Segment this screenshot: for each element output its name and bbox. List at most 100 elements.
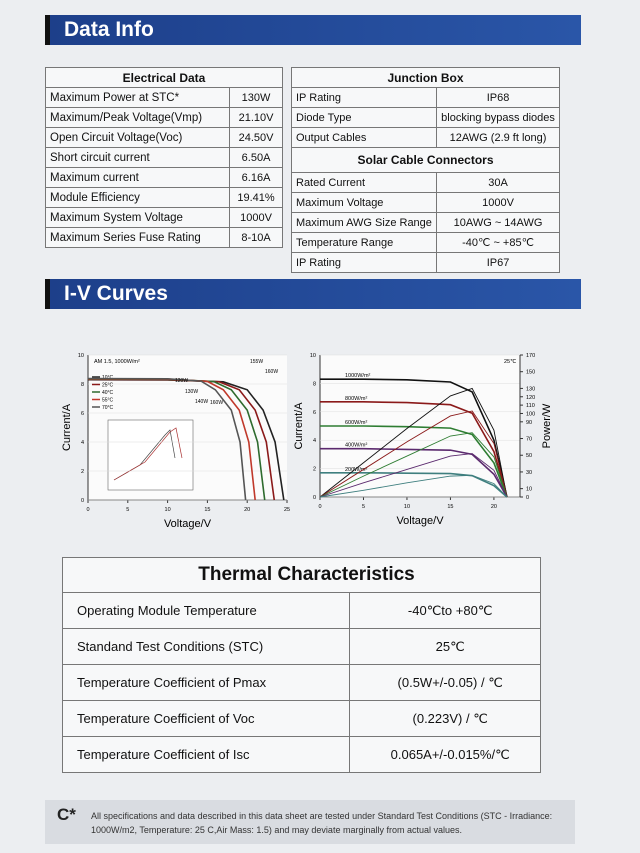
section-header: Data Info <box>45 15 581 45</box>
cell-value: 25℃ <box>349 628 541 665</box>
y2-tick-label: 130 <box>526 386 535 392</box>
footer-icon: C* <box>57 805 76 824</box>
table-header-row: Thermal Characteristics <box>62 557 541 593</box>
footer-note: C* All specifications and data described … <box>45 800 575 844</box>
cell-value: 30A <box>436 172 560 193</box>
chart-annotation: 25℃ <box>504 359 517 365</box>
data-line <box>319 432 508 498</box>
y2-axis-label: Power/W <box>541 403 553 448</box>
legend-label: 55°C <box>102 398 114 404</box>
data-line <box>319 387 508 498</box>
cell-value: 1000V <box>436 192 560 213</box>
cell-label: Open Circuit Voltage(Voc) <box>44 127 231 148</box>
table-title: Junction Box <box>291 67 560 88</box>
cell-value: 0.065A+/-0.015%/℃ <box>349 736 541 773</box>
y2-tick-label: 100 <box>526 411 535 417</box>
power-label: 120W <box>175 378 188 384</box>
legend-label: 40°C <box>102 390 114 396</box>
y2-tick-label: 30 <box>526 470 532 476</box>
table-row: Open Circuit Voltage(Voc) 24.50V <box>44 127 283 148</box>
cell-label: Temperature Coefficient of Isc <box>61 736 351 773</box>
cell-value: 1000V <box>229 207 283 228</box>
series-label: 800W/m² <box>345 396 367 402</box>
thermal-table: Thermal Characteristics Operating Module … <box>61 557 541 773</box>
cell-label: Maximum AWG Size Range <box>290 212 438 233</box>
data-line <box>319 410 508 498</box>
cell-label: Maximum System Voltage <box>44 207 231 228</box>
table-row: Temperature Coefficient of Pmax (0.5W+/-0… <box>61 664 541 701</box>
table-row: Temperature Coefficient of Isc 0.065A+/-0… <box>61 736 541 773</box>
x-tick-label: 15 <box>447 504 453 510</box>
table-row: Rated Current 30A <box>290 172 560 193</box>
x-tick-label: 10 <box>165 507 171 513</box>
x-tick-label: 10 <box>404 504 410 510</box>
y-tick-label: 8 <box>81 382 84 388</box>
table-row: IP Rating IP67 <box>290 252 560 273</box>
data-line <box>320 378 508 498</box>
chart-annotation: AM 1.5, 1000W/m² <box>94 359 140 365</box>
cell-value: -40℃ ~ +85℃ <box>436 232 560 253</box>
cell-label: Temperature Range <box>290 232 438 253</box>
table-row: Maximum System Voltage 1000V <box>44 207 283 228</box>
data-line <box>320 425 508 498</box>
inset-curve <box>113 427 183 481</box>
cell-label: Maximum Series Fuse Rating <box>44 227 231 248</box>
cell-value: IP68 <box>436 87 560 108</box>
y-tick-label: 2 <box>313 467 316 473</box>
cell-value: blocking bypass diodes <box>436 107 560 128</box>
y2-tick-label: 120 <box>526 395 535 401</box>
data-line <box>87 377 247 501</box>
x-tick-label: 15 <box>204 507 210 513</box>
y-tick-label: 6 <box>81 411 84 417</box>
junction-table: Junction Box IP Rating IP68 Diode Type block… <box>290 67 560 273</box>
y-tick-label: 0 <box>81 498 84 504</box>
footer-text: All specifications and data described in… <box>91 811 553 835</box>
table-header-row: Electrical Data <box>45 67 283 88</box>
table-row: Maximum Voltage 1000V <box>290 192 560 213</box>
y-tick-label: 6 <box>313 410 316 416</box>
cell-label: Module Efficiency <box>44 187 231 208</box>
table-row: Maximum AWG Size Range 10AWG ~ 14AWG <box>290 212 560 233</box>
y-tick-label: 8 <box>313 381 316 387</box>
data-line <box>319 453 508 498</box>
cell-value: 10AWG ~ 14AWG <box>436 212 560 233</box>
table-title: Solar Cable Connectors <box>291 147 560 173</box>
cell-label: Operating Module Temperature <box>61 592 351 629</box>
cell-value: 12AWG (2.9 ft long) <box>436 127 560 148</box>
x-tick-label: 0 <box>318 504 321 510</box>
table-row: Temperature Coefficient of Voc (0.223V) /… <box>61 700 541 737</box>
series-label: 1000W/m² <box>345 373 371 379</box>
table-header-row: Solar Cable Connectors <box>291 147 560 173</box>
cell-value: 130W <box>229 87 283 108</box>
table-row: Output Cables 12AWG (2.9 ft long) <box>290 127 560 148</box>
table-row: Standand Test Conditions (STC) 25℃ <box>61 628 541 665</box>
y-tick-label: 10 <box>310 353 316 359</box>
cell-label: Maximum/Peak Voltage(Vmp) <box>44 107 231 128</box>
cell-value: 19.41% <box>229 187 283 208</box>
y2-tick-label: 50 <box>526 453 532 459</box>
cell-value: (0.223V) / ℃ <box>349 700 541 737</box>
table-row: Maximum/Peak Voltage(Vmp) 21.10V <box>44 107 283 128</box>
cell-value: IP67 <box>436 252 560 273</box>
power-label: 140W <box>195 399 208 405</box>
table-row: Diode Type blocking bypass diodes <box>290 107 560 128</box>
x-tick-label: 0 <box>86 507 89 513</box>
inset-chart <box>107 419 194 491</box>
cell-label: Standand Test Conditions (STC) <box>61 628 351 665</box>
section-header: I-V Curves <box>45 279 581 309</box>
data-line <box>320 472 508 498</box>
cell-label: Output Cables <box>290 127 438 148</box>
table-row: Maximum Power at STC* 130W <box>44 87 283 108</box>
cell-value: 24.50V <box>229 127 283 148</box>
y-axis-label: Current/A <box>61 403 73 451</box>
electrical-table: Electrical Data Maximum Power at STC* 130W… <box>44 67 283 248</box>
y-tick-label: 0 <box>313 495 316 501</box>
cell-label: Maximum current <box>44 167 231 188</box>
cell-value: 6.16A <box>229 167 283 188</box>
table-row: Module Efficiency 19.41% <box>44 187 283 208</box>
data-line <box>320 447 508 498</box>
series-label: 400W/m² <box>345 443 367 449</box>
y2-tick-label: 90 <box>526 420 532 426</box>
data-line <box>320 401 508 498</box>
